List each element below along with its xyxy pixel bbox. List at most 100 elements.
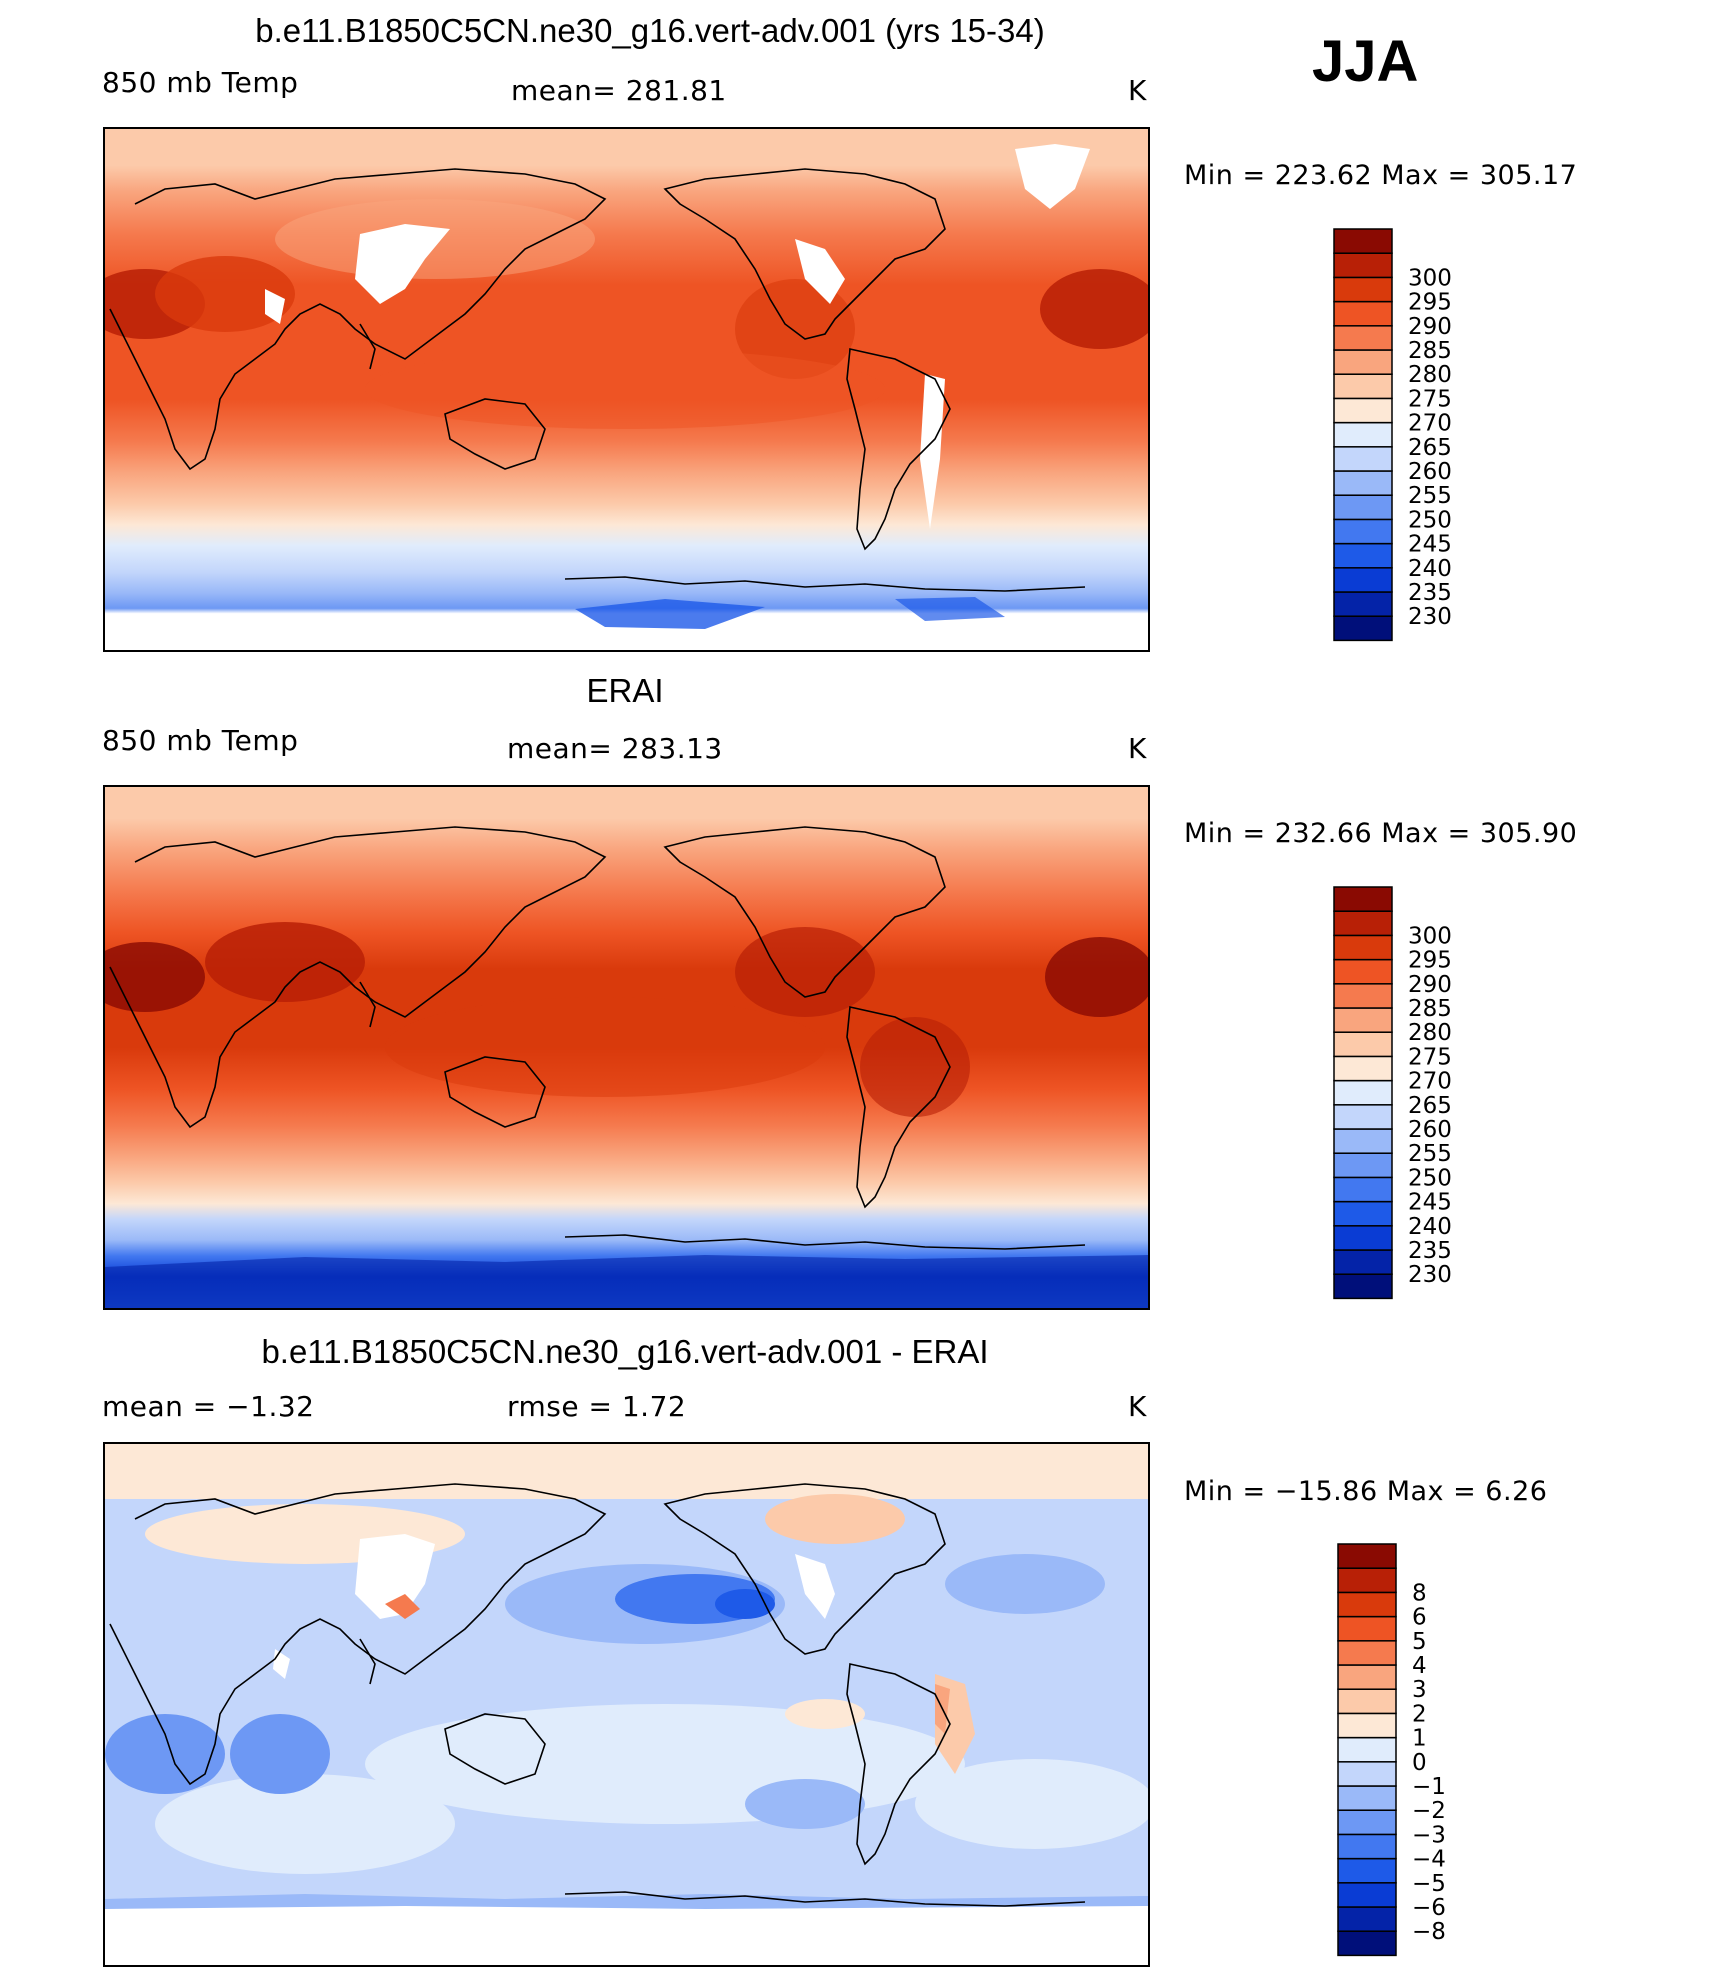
- colorbar-swatch: [1337, 1688, 1397, 1715]
- minmax-diff: Min = −15.86 Max = 6.26: [1184, 1476, 1548, 1507]
- colorbar-swatch: [1333, 1104, 1393, 1130]
- colorbar-diff: −8 −6 −5 −4 −3 −2 −1 0 1 2 3 4 5 6 8: [1336, 1543, 1476, 1958]
- colorbar-tick-label: 270: [1408, 411, 1452, 437]
- colorbar-swatch: [1337, 1567, 1397, 1594]
- colorbar-swatch: [1333, 910, 1393, 937]
- colorbar-swatch: [1333, 397, 1393, 424]
- panel-mean-obs: mean= 283.13: [507, 732, 723, 765]
- colorbar-swatch: [1333, 470, 1393, 496]
- colorbar-tick-label: 230: [1408, 1262, 1452, 1288]
- colorbar-swatch: [1333, 1031, 1393, 1058]
- colorbar-tick-label: 5: [1412, 1629, 1427, 1655]
- colorbar-swatch: [1333, 1225, 1393, 1251]
- colorbar-tick-label: 275: [1408, 1044, 1452, 1070]
- colorbar-tick-label: 235: [1408, 580, 1452, 606]
- colorbar-swatch: [1333, 1079, 1393, 1106]
- colorbar-swatch: [1333, 276, 1393, 303]
- colorbar-tick-label: 230: [1408, 604, 1452, 630]
- colorbar-swatch: [1337, 1785, 1397, 1811]
- colorbar-tick-label: 285: [1408, 338, 1452, 364]
- map-panel-model: [103, 127, 1150, 652]
- colorbar-tick-label: 3: [1412, 1677, 1427, 1703]
- colorbar-tick-label: 300: [1408, 265, 1452, 291]
- panel-units-model: K: [1128, 74, 1147, 107]
- colorbar-tick-label: −4: [1412, 1847, 1446, 1873]
- panel-mean-diff: mean = −1.32: [102, 1390, 315, 1423]
- colorbar-tick-label: 245: [1408, 1190, 1452, 1216]
- colorbar-tick-label: 6: [1412, 1605, 1427, 1631]
- colorbar-swatch: [1333, 1007, 1393, 1033]
- colorbar-swatch: [1337, 1761, 1397, 1787]
- colorbar-swatch: [1333, 958, 1393, 985]
- colorbar-tick-label: 245: [1408, 532, 1452, 558]
- colorbar-tick-label: 255: [1408, 483, 1452, 509]
- map-panel-obs: [103, 785, 1150, 1310]
- colorbar-swatch: [1333, 252, 1393, 279]
- panel-units-diff: K: [1128, 1390, 1147, 1423]
- colorbar-tick-label: 270: [1408, 1069, 1452, 1095]
- colorbar-swatch: [1333, 591, 1393, 617]
- colorbar-swatch: [1337, 1930, 1397, 1957]
- colorbar-swatch: [1337, 1833, 1397, 1860]
- colorbar-tick-label: −8: [1412, 1919, 1446, 1945]
- temperature-diff-map: [105, 1444, 1148, 1965]
- colorbar-tick-label: 260: [1408, 459, 1452, 485]
- colorbar-tick-label: 250: [1408, 507, 1452, 533]
- colorbar-swatch: [1337, 1615, 1397, 1642]
- colorbar-obs: 230 235 240 245 250 255 260 265 270 275 280 285 290 2…: [1332, 886, 1472, 1301]
- colorbar-swatch: [1333, 349, 1393, 375]
- minmax-obs: Min = 232.66 Max = 305.90: [1184, 818, 1578, 849]
- colorbar-swatch: [1333, 934, 1393, 961]
- panel-title-diff: b.e11.B1850C5CN.ne30_g16.vert-adv.001 - …: [261, 1333, 989, 1370]
- season-label: JJA: [1312, 29, 1419, 94]
- colorbar-tick-label: 275: [1408, 386, 1452, 412]
- colorbar-swatch: [1333, 983, 1393, 1009]
- colorbar-swatch: [1333, 446, 1393, 472]
- colorbar-swatch: [1333, 567, 1393, 593]
- colorbar-swatch: [1337, 1664, 1397, 1690]
- colorbar-swatch: [1337, 1640, 1397, 1666]
- colorbar-swatch: [1333, 1128, 1393, 1154]
- colorbar-swatch: [1333, 1200, 1393, 1227]
- colorbar-tick-label: 265: [1408, 1093, 1452, 1119]
- colorbar-tick-label: 280: [1408, 362, 1452, 388]
- colorbar-swatch: [1333, 325, 1393, 351]
- temperature-map-model: [105, 129, 1148, 650]
- colorbar-swatch: [1337, 1712, 1397, 1739]
- colorbar-tick-label: 0: [1412, 1750, 1427, 1776]
- colorbar-swatch: [1337, 1736, 1397, 1763]
- panel-units-obs: K: [1128, 732, 1147, 765]
- colorbar-swatch: [1333, 615, 1393, 642]
- colorbar-tick-label: 290: [1408, 314, 1452, 340]
- colorbar-swatch: [1337, 1906, 1397, 1932]
- colorbar-tick-label: 255: [1408, 1141, 1452, 1167]
- colorbar-tick-label: 240: [1408, 1214, 1452, 1240]
- colorbar-swatch: [1333, 421, 1393, 448]
- colorbar-swatch: [1333, 886, 1393, 912]
- colorbar-swatch: [1333, 1055, 1393, 1082]
- colorbar-swatch: [1333, 1249, 1393, 1275]
- colorbar-swatch: [1333, 542, 1393, 569]
- colorbar-swatch: [1333, 1273, 1393, 1300]
- colorbar-swatch: [1337, 1543, 1397, 1569]
- colorbar-tick-label: 265: [1408, 435, 1452, 461]
- colorbar-tick-label: −1: [1412, 1774, 1446, 1800]
- colorbar-tick-label: 295: [1408, 290, 1452, 316]
- colorbar-swatch: [1337, 1857, 1397, 1884]
- colorbar-tick-label: 240: [1408, 556, 1452, 582]
- colorbar-tick-label: 250: [1408, 1165, 1452, 1191]
- colorbar-svg-obs: 2302352402452502552602652702752802852902…: [1333, 886, 1452, 1300]
- panel-title-obs: ERAI: [586, 672, 664, 709]
- colorbar-tick-label: 4: [1412, 1653, 1427, 1679]
- colorbar-swatch: [1333, 300, 1393, 327]
- panel-title-model: b.e11.B1850C5CN.ne30_g16.vert-adv.001 (y…: [255, 12, 1045, 49]
- colorbar-tick-label: 235: [1408, 1238, 1452, 1264]
- colorbar-tick-label: 260: [1408, 1117, 1452, 1143]
- colorbar-swatch: [1333, 1152, 1393, 1179]
- colorbar-tick-label: 285: [1408, 996, 1452, 1022]
- panel-left-label-obs: 850 mb Temp: [102, 724, 299, 757]
- colorbar-tick-label: −6: [1412, 1895, 1446, 1921]
- colorbar-swatch: [1333, 494, 1393, 521]
- colorbar-tick-label: 1: [1412, 1726, 1427, 1752]
